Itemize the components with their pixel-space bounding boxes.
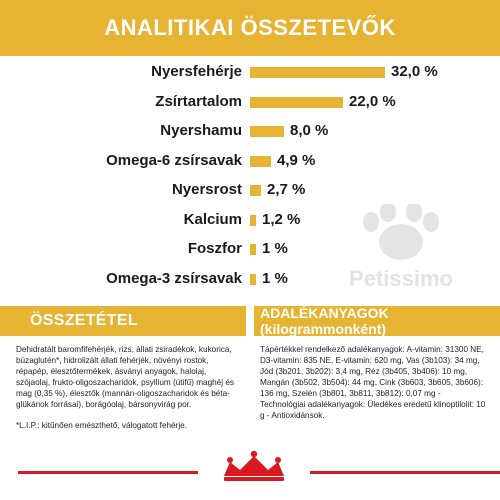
- nutrient-value: 8,0 %: [290, 122, 329, 139]
- additives-text: Tápértékkel rendelkező adalékanyagok: A-…: [260, 345, 486, 420]
- nutrient-label: Omega-6 zsírsavak: [106, 152, 242, 169]
- nutrient-bar: [250, 67, 385, 78]
- nutrient-row: Kalcium 1,2 %: [0, 210, 500, 230]
- composition-footnote: *L.I.P.: kitűnően emészthető, válogatott…: [16, 421, 187, 430]
- nutrient-value: 2,7 %: [267, 181, 306, 198]
- additives-header: ADALÉKANYAGOK (kilogrammonként): [254, 305, 500, 337]
- nutrient-bar: [250, 185, 261, 196]
- nutrient-label: Omega-3 zsírsavak: [106, 270, 242, 287]
- nutrient-label: Nyersrost: [171, 181, 242, 198]
- nutrient-bar: [250, 126, 284, 137]
- nutrient-bar: [250, 156, 271, 167]
- nutrient-label: Kalcium: [183, 211, 242, 228]
- divider-left: [18, 471, 198, 474]
- nutrient-value: 4,9 %: [277, 152, 316, 169]
- nutrient-chart: Nyersfehérje 32,0 % Zsírtartalom 22,0 % Nyer…: [0, 62, 500, 294]
- nutrient-row: Nyersfehérje 32,0 %: [0, 62, 500, 82]
- nutrient-value: 1,2 %: [262, 211, 301, 228]
- header-banner: ANALITIKAI ÖSSZETEVŐK: [0, 0, 500, 56]
- composition-header: ÖSSZETÉTEL: [0, 306, 246, 336]
- nutrient-row: Nyershamu 8,0 %: [0, 121, 500, 141]
- nutrient-value: 22,0 %: [349, 93, 396, 110]
- additives-title: ADALÉKANYAGOK (kilogrammonként): [260, 305, 389, 337]
- nutrient-row: Zsírtartalom 22,0 %: [0, 92, 500, 112]
- nutrient-row: Nyersrost 2,7 %: [0, 180, 500, 200]
- additives-body: Tápértékkel rendelkező adalékanyagok: A-…: [260, 344, 488, 421]
- nutrient-bar: [250, 97, 343, 108]
- royal-canin-crown-logo: [224, 450, 284, 481]
- nutrient-bar: [250, 244, 256, 255]
- nutrient-row: Foszfor 1 %: [0, 239, 500, 259]
- nutrient-value: 1 %: [262, 240, 288, 257]
- divider-right: [310, 471, 500, 474]
- composition-body: Dehidratált baromfifehérjék, rizs, állat…: [16, 344, 238, 431]
- nutrient-value: 1 %: [262, 270, 288, 287]
- composition-text: Dehidratált baromfifehérjék, rizs, állat…: [16, 345, 234, 409]
- nutrient-bar: [250, 274, 256, 285]
- nutrient-label: Foszfor: [187, 240, 242, 257]
- page-title: ANALITIKAI ÖSSZETEVŐK: [104, 15, 396, 40]
- nutrient-row: Omega-6 zsírsavak 4,9 %: [0, 151, 500, 171]
- nutrient-bar: [250, 215, 256, 226]
- nutrient-label: Nyersfehérje: [151, 63, 242, 80]
- nutrient-label: Nyershamu: [160, 122, 242, 139]
- nutrient-label: Zsírtartalom: [155, 93, 242, 110]
- nutrient-value: 32,0 %: [391, 63, 438, 80]
- composition-title: ÖSSZETÉTEL: [30, 312, 138, 329]
- nutrient-row: Omega-3 zsírsavak 1 %: [0, 269, 500, 289]
